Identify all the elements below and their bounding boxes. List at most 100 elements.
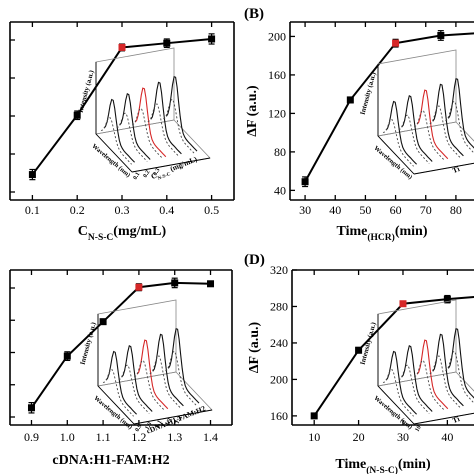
- series-line: [313, 295, 474, 417]
- x-tick-label: 40: [329, 203, 341, 217]
- data-point: [310, 412, 318, 420]
- x-tick-label: 0.5: [204, 203, 219, 217]
- x-tick-label: 1.1: [96, 430, 111, 444]
- inset-depth-axis: [133, 409, 213, 425]
- x-tick-label: 80: [450, 203, 462, 217]
- inset-spectrum-curve: [447, 327, 474, 399]
- x-axis-label: Time(HCR)(min): [336, 224, 427, 243]
- inset-spectrum-curve: [447, 77, 474, 149]
- x-tick-label: 1.2: [131, 430, 146, 444]
- inset-x-axis: [377, 135, 415, 175]
- panel-1: 30 40 50 60 70 80 40 80 120 160 200 ΔF (a.u.) Time(H…: [244, 6, 474, 243]
- x-tick-label: 60: [390, 203, 402, 217]
- x-axis-label-sub: N-S-C: [88, 233, 114, 243]
- inset-depth-label: Ti: [451, 164, 461, 175]
- data-point: [399, 300, 407, 308]
- data-point: [73, 111, 81, 119]
- inset-spectrum-curve: [401, 94, 433, 162]
- data-point: [437, 31, 445, 39]
- y-tick-label: 280: [270, 299, 288, 313]
- inset-spectrum-dashed: [163, 98, 195, 154]
- inset-spectrum-dashed: [414, 109, 446, 162]
- x-tick-label: 40: [441, 430, 453, 444]
- inset-depth-label-sub: N-S-C: [157, 172, 172, 182]
- y-tick-label: 40: [274, 183, 286, 197]
- inset-depth-label: Ti: [451, 414, 461, 425]
- inset-spectrum-dashed: [147, 103, 179, 157]
- x-axis-label: cDNA:H1-FAM:H2: [52, 453, 169, 468]
- data-point: [208, 35, 216, 43]
- inset-depth-label-main: C: [150, 171, 158, 181]
- data-point: [27, 404, 35, 412]
- x-tick-label: 0.4: [159, 203, 174, 217]
- inset-depth-tick: 10: [415, 425, 423, 433]
- inset-spectrum-dashed: [445, 100, 474, 154]
- x-axis-label-main: Time: [336, 224, 367, 239]
- data-point: [346, 96, 354, 104]
- x-tick-label: 70: [420, 203, 432, 217]
- inset-spectrum-dashed: [149, 355, 181, 409]
- panel-3: 10 20 30 40 160 200 240 280 320 ΔF (a.u.) Time(N-S…: [244, 252, 474, 474]
- inset-spectrum-dashed: [118, 364, 150, 414]
- inset-spectrum-dashed: [100, 117, 132, 165]
- inset-y-label: Intensity (a.u.): [359, 321, 378, 366]
- x-axis-label: CN-S-C(mg/mL): [78, 224, 167, 243]
- x-tick-label: 20: [353, 430, 365, 444]
- x-tick-label: 1.0: [60, 430, 75, 444]
- inset-x-label: Wavelength (nm): [372, 145, 413, 181]
- inset-depth-tick: 1.2: [165, 418, 174, 427]
- inset-depth-tick: 1.3: [175, 416, 184, 425]
- data-point: [63, 352, 71, 360]
- data-point: [355, 346, 363, 354]
- inset-depth-axis: [413, 412, 474, 425]
- inset-depth-label-main: Ti: [451, 414, 461, 425]
- x-tick-label: 1.4: [203, 430, 218, 444]
- inset-spectrum-curve: [119, 92, 151, 160]
- inset-spectrum-curve: [432, 83, 464, 157]
- inset-spectrum-dashed: [445, 350, 474, 404]
- y-axis-label: ΔF (a.u.): [247, 321, 262, 373]
- inset-spectrum-dashed: [382, 369, 414, 417]
- inset-spectrum-curve: [416, 339, 449, 410]
- inset-spectrum-curve: [385, 100, 418, 165]
- x-axis-label-sub: (N-S-C): [366, 465, 398, 474]
- panel-label: (D): [244, 252, 265, 268]
- x-tick-label: 30: [299, 203, 311, 217]
- inset-spectrum-curve: [136, 339, 169, 410]
- x-tick-label: 10: [308, 430, 320, 444]
- inset-spectrum-curve: [134, 87, 167, 158]
- inset-3d-spectra: Intensity (a.u.)Wavelength (nm) CN-S-C (m…: [77, 47, 211, 182]
- inset-spectrum-curve: [152, 333, 184, 407]
- x-axis-label-main: C: [78, 224, 88, 239]
- y-tick-label: 320: [270, 263, 288, 277]
- inset-y-label: Intensity (a.u.): [359, 71, 378, 116]
- y-axis-label: ΔF (a.u.): [245, 85, 260, 137]
- inset-spectrum-dashed: [429, 105, 461, 159]
- x-tick-label: 1.3: [167, 430, 182, 444]
- inset-spectrum-dashed: [398, 114, 430, 164]
- x-axis-label-main: cDNA:H1-FAM:H2: [52, 453, 169, 468]
- inset-spectrum-curve: [167, 327, 200, 404]
- y-tick-label: 80: [274, 145, 286, 159]
- inset-x-axis: [377, 385, 415, 425]
- data-point: [28, 171, 36, 179]
- y-tick-label: 200: [270, 372, 288, 386]
- inset-spectrum-dashed: [102, 369, 134, 417]
- inset-depth-label-rest: (mg/mL): [167, 154, 199, 174]
- inset-depth-axis: [131, 157, 211, 173]
- x-tick-label: 0.3: [115, 203, 130, 217]
- y-tick-label: 200: [268, 29, 286, 43]
- inset-3d-spectra: Intensity (a.u.) Wavelength (nm) Ti: [359, 49, 474, 181]
- data-point: [171, 279, 179, 287]
- data-point: [163, 39, 171, 47]
- inset-spectrum-dashed: [165, 350, 197, 406]
- inset-spectrum-dashed: [414, 359, 446, 412]
- inset-3d-spectra: Intensity (a.u.)Wavelength (nm) cDNA:H1-F…: [79, 299, 213, 436]
- x-axis-label-rest: (min): [398, 457, 431, 472]
- data-point: [392, 39, 400, 47]
- data-point: [118, 43, 126, 51]
- inset-spectrum-curve: [103, 98, 136, 163]
- inset-spectrum-dashed: [429, 355, 461, 409]
